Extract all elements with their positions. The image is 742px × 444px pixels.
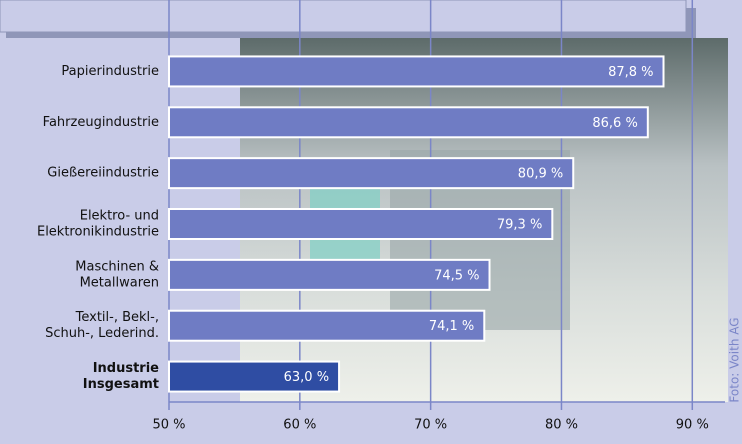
y-tick-label: Textil-, Bekl-, bbox=[75, 310, 159, 325]
y-tick-label: Maschinen & bbox=[75, 259, 159, 274]
photo-credit: Foto: Voith AG bbox=[728, 317, 742, 402]
x-tick-label: 80 % bbox=[545, 418, 578, 433]
bar bbox=[168, 258, 491, 291]
value-label: 79,3 % bbox=[497, 218, 542, 233]
value-label: 86,6 % bbox=[592, 116, 637, 131]
value-label: 74,1 % bbox=[429, 319, 474, 334]
value-label: 74,5 % bbox=[434, 268, 479, 283]
x-tick-label: 50 % bbox=[152, 418, 185, 433]
bar bbox=[168, 208, 554, 240]
bar bbox=[168, 157, 575, 190]
y-tick-label: Fahrzeugindustrie bbox=[43, 115, 159, 130]
value-label: 80,9 % bbox=[518, 167, 563, 182]
bar bbox=[168, 106, 649, 139]
y-tick-label: Gießereiindustrie bbox=[47, 166, 159, 181]
value-label: 87,8 % bbox=[608, 65, 653, 80]
value-label: 63,0 % bbox=[284, 370, 329, 385]
x-tick-label: 70 % bbox=[414, 418, 447, 433]
bar bbox=[168, 55, 665, 88]
x-tick-label: 90 % bbox=[676, 418, 709, 433]
x-tick-label: 60 % bbox=[283, 418, 316, 433]
plot: 50 % 60 % 70 % 80 % 90 % Papierindustrie 87,8 … bbox=[37, 0, 725, 433]
bar bbox=[168, 360, 341, 393]
bar bbox=[168, 309, 486, 342]
y-tick-label: Elektro- und bbox=[80, 209, 159, 224]
y-tick-label: Schuh-, Lederind. bbox=[45, 326, 159, 341]
top-panel bbox=[0, 0, 687, 33]
y-tick-label: Papierindustrie bbox=[61, 64, 159, 79]
y-tick-label: Elektronikindustrie bbox=[37, 225, 159, 240]
y-tick-label: Metallwaren bbox=[80, 275, 159, 290]
y-tick-label: Insgesamt bbox=[83, 377, 159, 392]
y-tick-label: Industrie bbox=[93, 361, 159, 376]
